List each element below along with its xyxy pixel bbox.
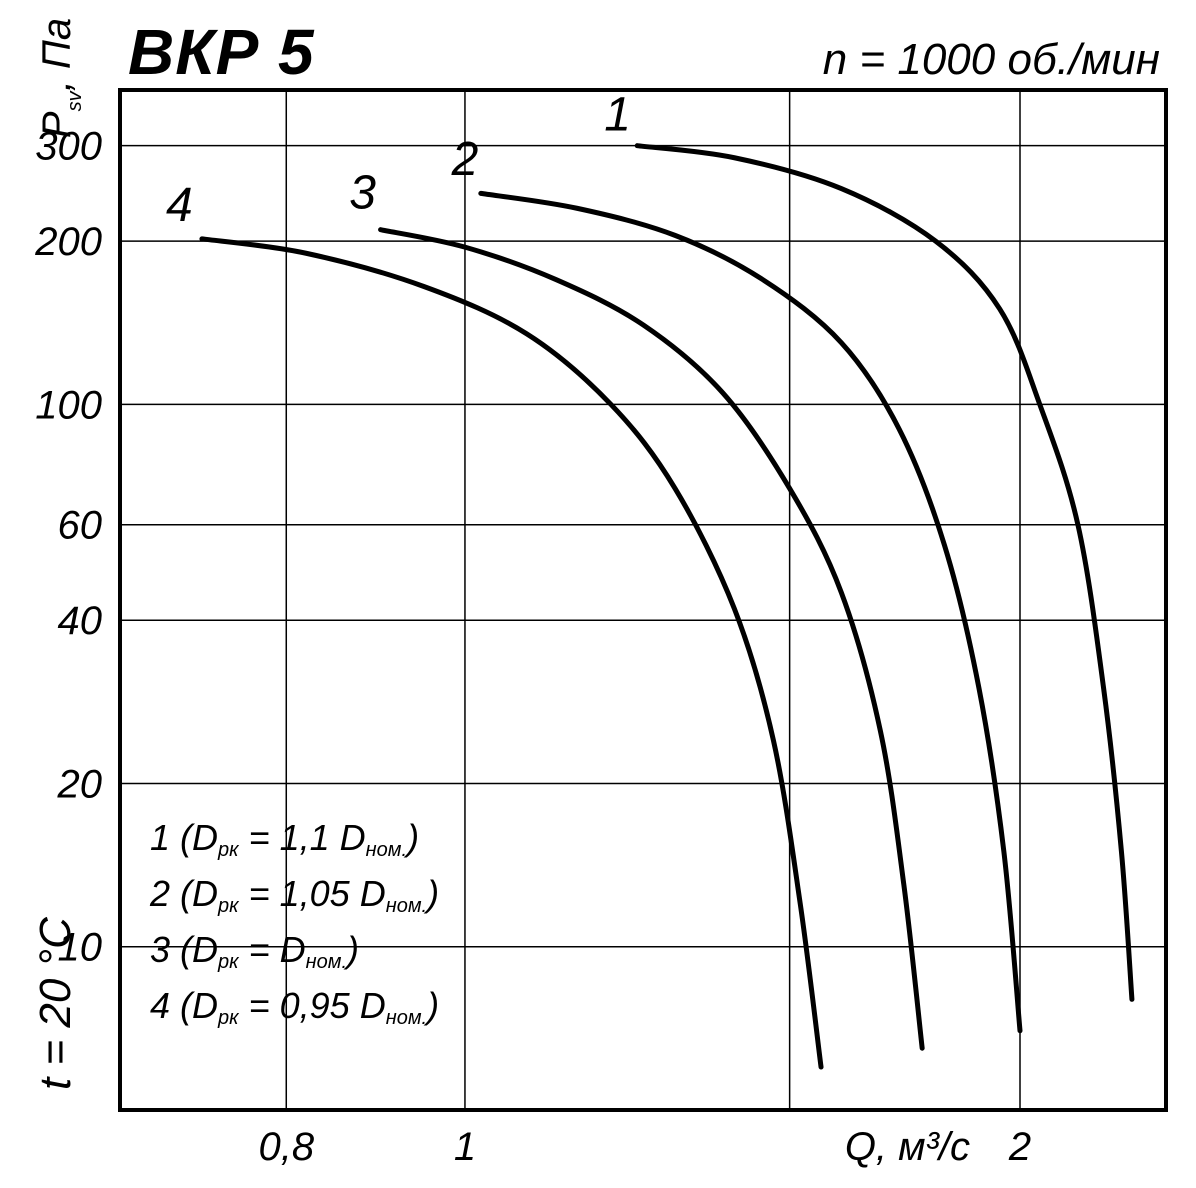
legend-line-2: 2 (Dрк = 1,05 Dном.) xyxy=(149,873,439,917)
labels: 1234102040601002003000,812Q, м³/сPsv, Па… xyxy=(31,16,1160,1169)
y-tick-200: 200 xyxy=(34,220,102,264)
x-tick-2: 2 xyxy=(1008,1125,1031,1169)
legend-line-3: 3 (Dрк = Dном.) xyxy=(150,929,359,973)
curve-3 xyxy=(381,230,923,1049)
x-tick-0.8: 0,8 xyxy=(258,1125,314,1169)
y-axis-label: Psv, Па xyxy=(35,18,86,138)
temperature-note: t = 20 °С xyxy=(31,916,80,1090)
chart-subtitle: n = 1000 об./мин xyxy=(823,35,1160,84)
curve-1 xyxy=(637,146,1132,1000)
curve-label-1: 1 xyxy=(604,88,631,141)
curve-label-4: 4 xyxy=(166,179,193,232)
y-tick-40: 40 xyxy=(58,599,103,643)
y-tick-100: 100 xyxy=(35,383,102,427)
legend-line-1: 1 (Dрк = 1,1 Dном.) xyxy=(150,817,419,861)
chart-title: ВКР 5 xyxy=(128,16,315,88)
legend-line-4: 4 (Dрк = 0,95 Dном.) xyxy=(150,985,439,1029)
x-tick-1: 1 xyxy=(454,1125,476,1169)
fan-performance-chart: 1234102040601002003000,812Q, м³/сPsv, Па… xyxy=(0,0,1196,1188)
curves xyxy=(202,146,1132,1067)
y-tick-60: 60 xyxy=(58,504,103,548)
y-tick-20: 20 xyxy=(57,762,103,806)
curve-2 xyxy=(481,193,1020,1030)
curve-label-2: 2 xyxy=(451,133,479,186)
curve-label-3: 3 xyxy=(349,166,376,219)
x-axis-label: Q, м³/с xyxy=(845,1125,970,1169)
